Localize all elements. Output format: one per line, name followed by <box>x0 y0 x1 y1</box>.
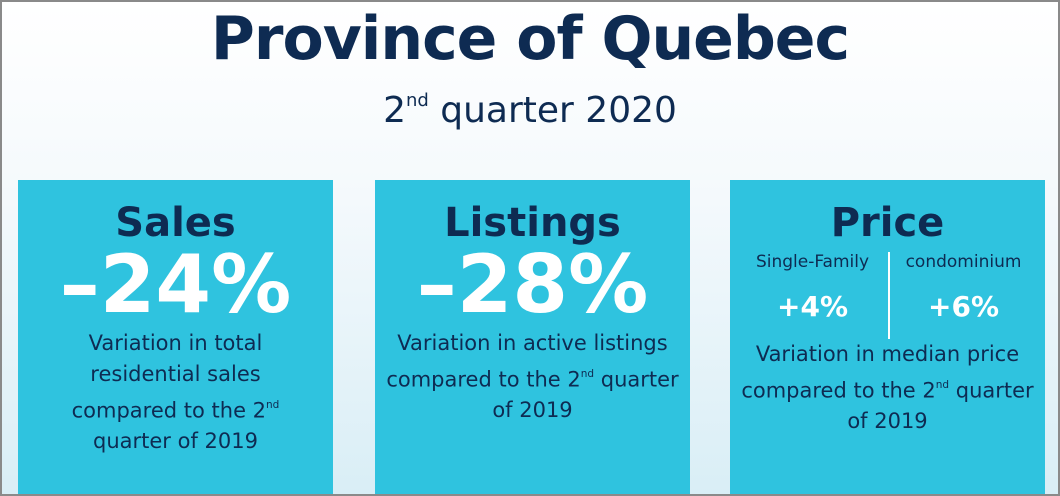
item-value: +4% <box>777 290 848 323</box>
card-description: Variation in median price compared to th… <box>735 339 1040 437</box>
subtitle: 2nd quarter 2020 <box>2 90 1058 131</box>
card-description: Variation in active listings compared to… <box>380 328 685 426</box>
desc-text: Variation in active listings compared to… <box>386 331 668 392</box>
price-item: Single-Family +4% <box>738 252 888 339</box>
card-description: Variation in total residential sales com… <box>68 328 283 457</box>
price-item: condominium +6% <box>887 252 1038 339</box>
desc-text: quarter of 2019 <box>847 378 1034 434</box>
item-label: Single-Family <box>755 252 870 272</box>
desc-sup: nd <box>935 379 950 391</box>
listings-card: Listings –28% Variation in active listin… <box>375 180 690 494</box>
item-value: +6% <box>928 290 999 323</box>
price-card: Price Single-Family +4% condominium +6% Va… <box>730 180 1045 494</box>
title: Province of Quebec <box>210 4 850 74</box>
subtitle-number: 2 <box>383 90 406 132</box>
desc-sup: nd <box>580 368 595 380</box>
card-title: Price <box>830 200 945 246</box>
price-items: Single-Family +4% condominium +6% <box>730 252 1045 339</box>
desc-text: Variation in median price compared to th… <box>741 342 1020 403</box>
subtitle-sup: nd <box>405 90 429 111</box>
desc-text: Variation in total residential sales com… <box>71 331 267 423</box>
desc-text: quarter of 2019 <box>93 429 258 454</box>
card-value: –24% <box>59 238 292 331</box>
item-label: condominium <box>905 252 1022 272</box>
desc-text: quarter of 2019 <box>492 367 679 423</box>
desc-sup: nd <box>266 399 280 411</box>
card-title: Sales <box>115 200 236 246</box>
subtitle-rest: quarter 2020 <box>428 90 677 132</box>
card-title: Listings <box>444 200 621 246</box>
card-value: –28% <box>416 238 649 331</box>
sales-card: Sales –24% Variation in total residentia… <box>18 180 333 494</box>
